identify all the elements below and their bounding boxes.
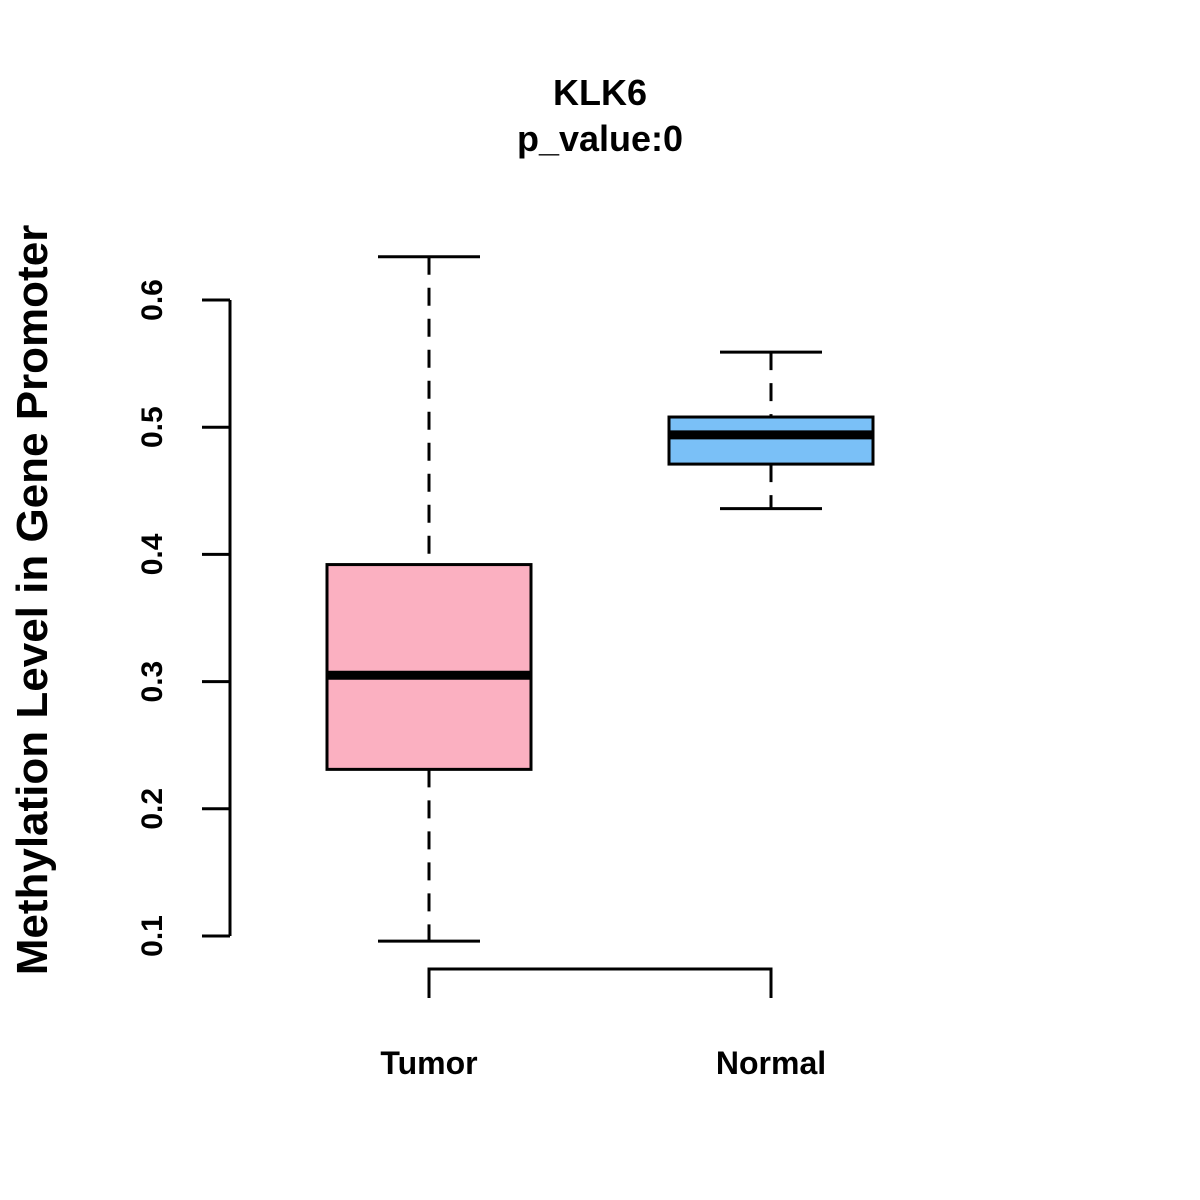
iqr-box (667, 415, 875, 466)
y-tick-label: 0.4 (136, 533, 169, 575)
x-axis-labels: Tumor Normal (380, 1045, 826, 1081)
box-group (325, 255, 875, 943)
y-tick-label: 0.2 (136, 788, 169, 830)
y-tick-label: 0.3 (136, 661, 169, 703)
significance-bracket (427, 967, 773, 998)
x-tick-label-normal: Normal (716, 1045, 826, 1081)
y-axis: 0.1 0.2 0.3 0.4 0.5 0.6 (136, 279, 232, 957)
box-normal (667, 350, 875, 511)
y-tick-label: 0.5 (136, 406, 169, 448)
chart-subtitle: p_value:0 (517, 118, 683, 159)
box-tumor (325, 255, 533, 943)
y-tick-label: 0.6 (136, 279, 169, 321)
chart-title: KLK6 (553, 72, 647, 113)
y-tick-label: 0.1 (136, 915, 169, 957)
y-axis-label: Methylation Level in Gene Promoter (8, 225, 57, 976)
iqr-box (325, 563, 533, 771)
x-tick-label-tumor: Tumor (380, 1045, 477, 1081)
bracket-line (427, 967, 773, 998)
